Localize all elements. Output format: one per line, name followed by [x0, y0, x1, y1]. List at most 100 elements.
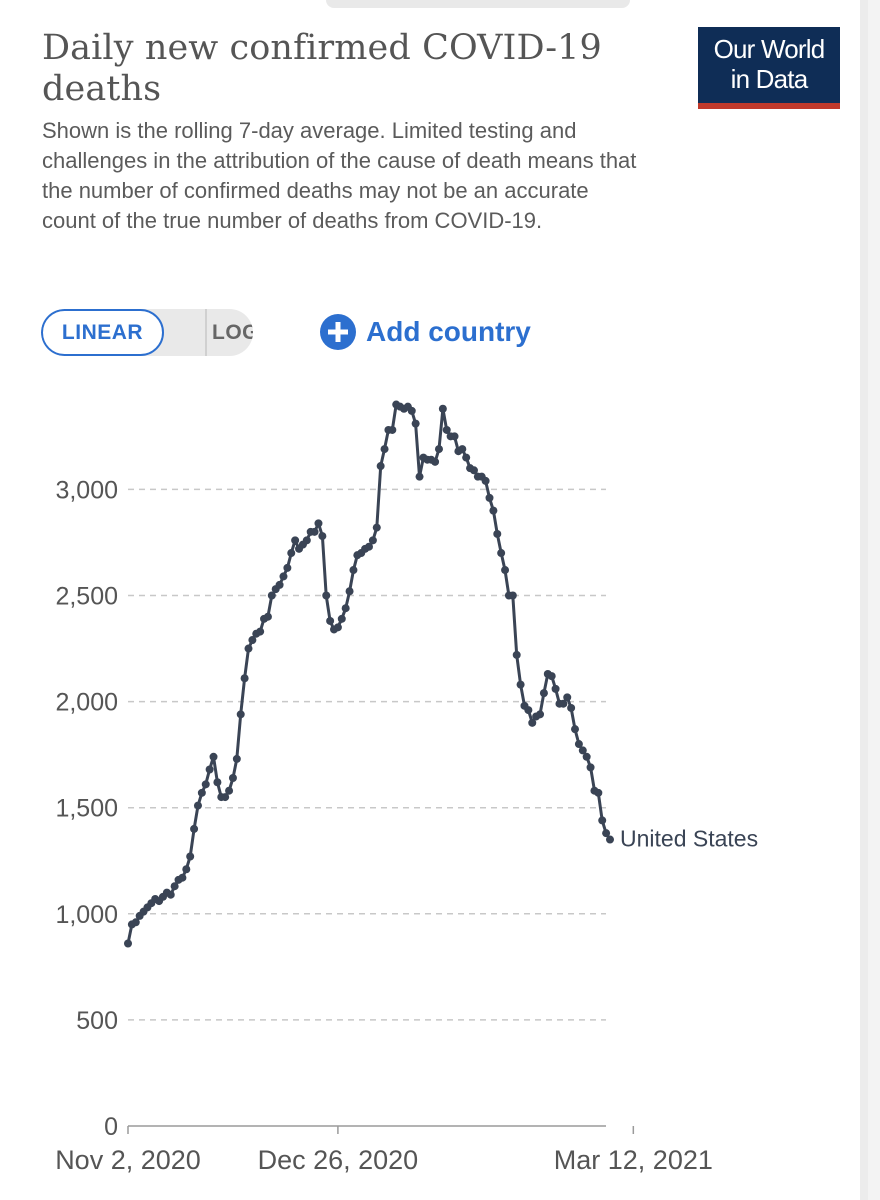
data-point [310, 527, 319, 536]
data-point [376, 462, 385, 471]
data-point [524, 706, 533, 715]
owid-logo[interactable]: Our World in Data [698, 27, 840, 109]
y-tick-label: 2,500 [55, 583, 118, 611]
chart-subtitle: Shown is the rolling 7-day average. Limi… [42, 118, 637, 233]
data-point [244, 644, 253, 653]
card-edge [860, 0, 868, 1200]
data-point [345, 587, 354, 596]
x-tick-label: Nov 2, 2020 [55, 1145, 201, 1175]
data-point [368, 536, 377, 545]
scale-toggle: LOG LINEAR [41, 309, 253, 356]
data-point [489, 506, 498, 515]
data-point [341, 604, 350, 613]
data-point [411, 419, 420, 428]
data-point [256, 627, 265, 636]
data-point [372, 523, 381, 532]
data-point [248, 636, 257, 645]
data-point [213, 778, 222, 787]
data-point [326, 616, 335, 625]
data-point [318, 532, 327, 541]
data-point [275, 580, 284, 589]
data-point [602, 829, 611, 838]
data-point [438, 404, 447, 413]
data-point [182, 865, 191, 874]
logo-line-2: in Data [730, 64, 809, 94]
data-point [431, 457, 440, 466]
data-point [539, 689, 548, 698]
data-point [232, 754, 241, 763]
y-tick-label: 1,000 [55, 901, 118, 929]
data-point [594, 788, 603, 797]
data-point [407, 406, 416, 415]
data-point [458, 445, 467, 454]
data-point [333, 623, 342, 632]
data-point [322, 591, 331, 600]
data-point [586, 763, 595, 772]
data-point [349, 566, 358, 575]
data-point [547, 672, 556, 681]
y-tick-label: 3,000 [55, 476, 118, 504]
data-point [434, 445, 443, 454]
data-point [512, 650, 521, 659]
log-button[interactable]: LOG [164, 309, 253, 356]
data-point [209, 752, 218, 761]
data-point [493, 529, 502, 538]
data-point [283, 563, 292, 572]
data-point [287, 549, 296, 558]
data-point [415, 472, 424, 481]
data-point [450, 432, 459, 441]
data-point [563, 693, 572, 702]
data-point [582, 752, 591, 761]
data-point [197, 788, 206, 797]
data-point [236, 710, 245, 719]
series-line-united-states [126, 403, 612, 944]
data-point [485, 493, 494, 502]
data-point [606, 835, 614, 844]
data-point [205, 765, 214, 774]
y-tick-label: 2,000 [55, 689, 118, 717]
data-point [481, 476, 490, 485]
data-point [201, 780, 210, 789]
data-point [516, 680, 525, 689]
data-point [388, 425, 397, 434]
data-point [263, 612, 272, 621]
data-point [302, 536, 311, 545]
line-chart: 0 500 1,000 1,500 2,000 2,500 3,000 Nov 2, 2020… [55, 400, 758, 1175]
logo-line-1: Our World [713, 34, 826, 64]
data-point [124, 939, 132, 948]
data-point [225, 786, 234, 795]
data-point [469, 466, 478, 475]
data-point [497, 549, 506, 558]
x-tick-label: Mar 12, 2021 [554, 1145, 713, 1175]
data-point [267, 591, 276, 600]
series-label: United States [620, 826, 758, 852]
data-point [508, 591, 517, 600]
data-point [365, 542, 373, 551]
y-tick-label: 1,500 [55, 795, 118, 823]
data-point [551, 684, 560, 693]
data-point [166, 890, 175, 899]
data-point [574, 740, 583, 749]
plus-circle-icon [320, 314, 356, 350]
data-point [186, 852, 195, 861]
data-point [131, 918, 140, 927]
data-point [170, 882, 179, 891]
data-point [178, 873, 187, 882]
data-point [279, 572, 288, 581]
data-point [536, 710, 545, 719]
add-country-label: Add country [366, 316, 531, 347]
toggle-divider [205, 309, 207, 356]
data-point [578, 746, 587, 755]
data-point [240, 674, 249, 683]
y-tick-label: 0 [104, 1113, 118, 1141]
data-point [501, 566, 510, 575]
data-point [598, 816, 607, 825]
data-point [228, 773, 237, 782]
add-country-button[interactable]: Add country [320, 312, 531, 352]
linear-button[interactable]: LINEAR [41, 309, 164, 356]
data-point [567, 703, 576, 712]
data-point [528, 718, 537, 727]
data-point [291, 536, 300, 545]
data-point [571, 725, 580, 734]
